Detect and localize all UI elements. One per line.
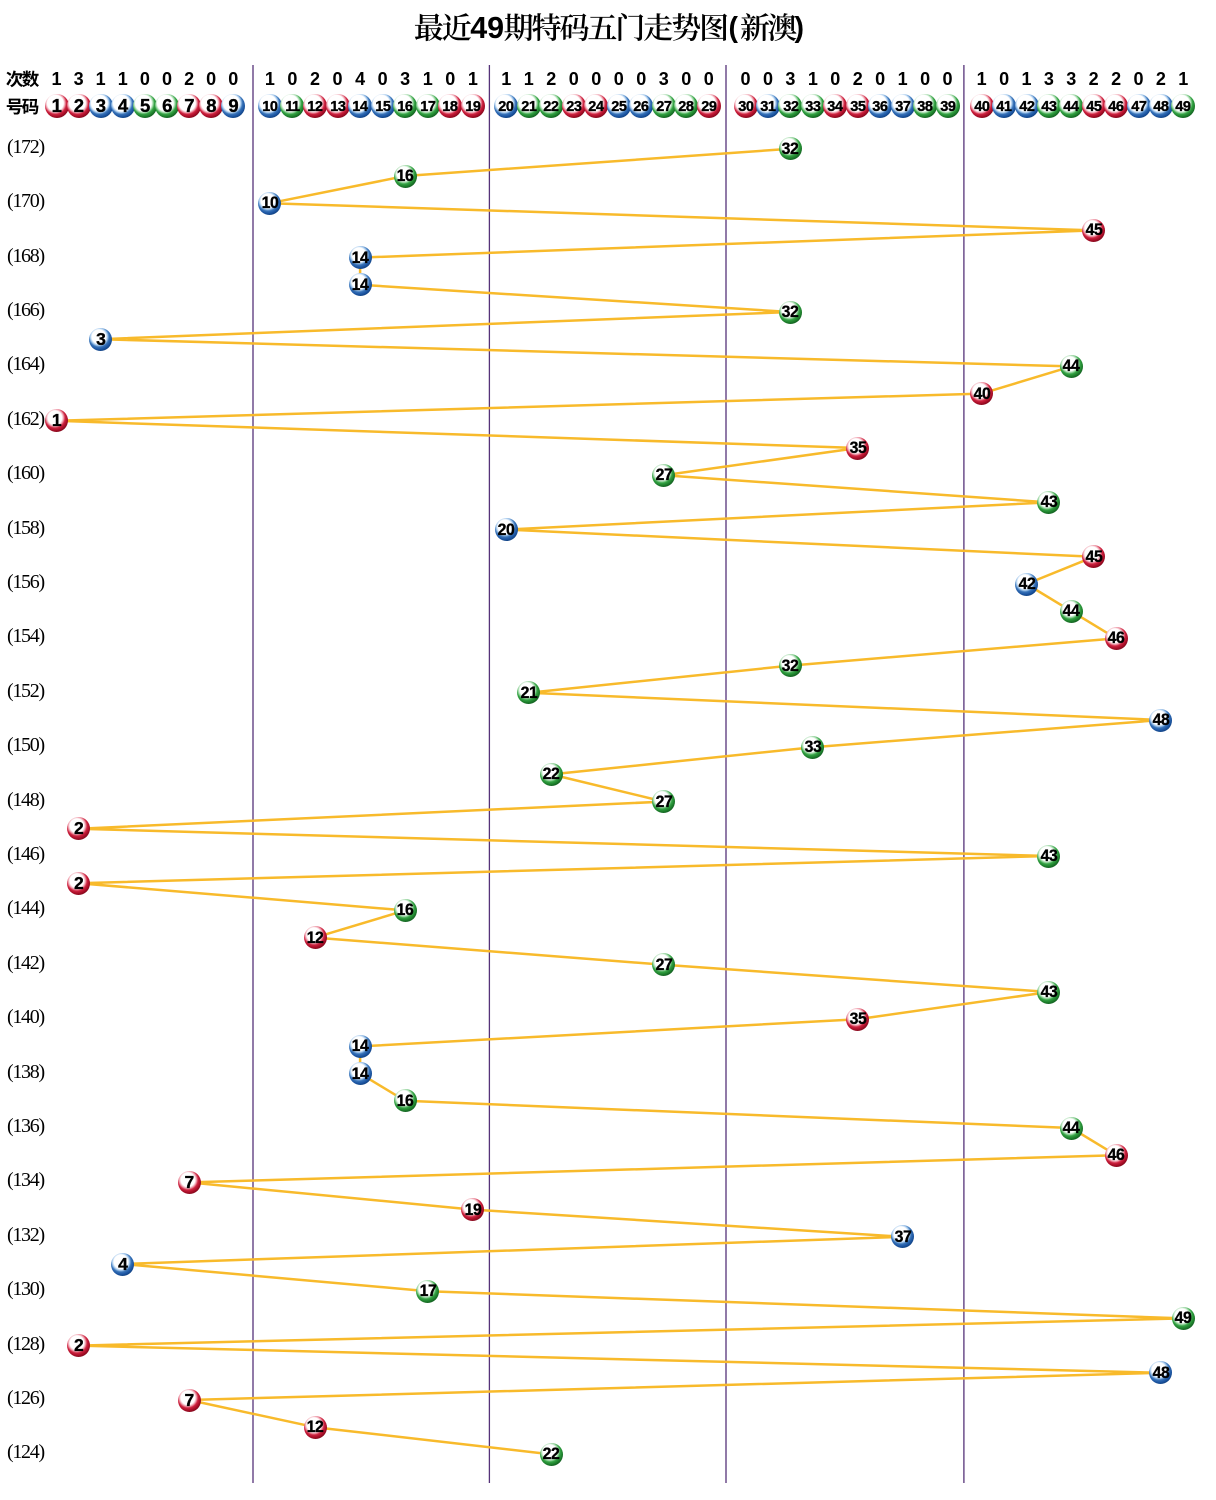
svg-text:(: ( xyxy=(729,12,739,44)
svg-text:): ) xyxy=(795,12,805,44)
svg-text:49: 49 xyxy=(470,11,504,45)
